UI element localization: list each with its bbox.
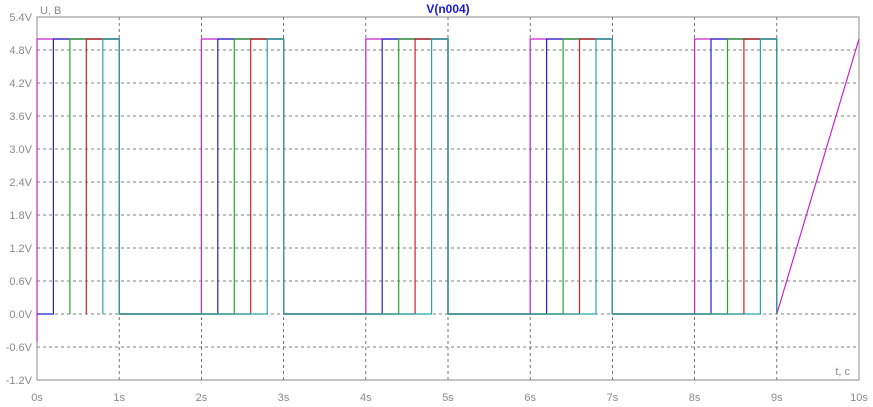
- y-tick-label: 0.6V: [9, 276, 32, 288]
- x-tick-labels: 0s 1s 2s 3s 4s 5s 6s 7s 8s 9s 10s: [31, 392, 868, 404]
- x-axis-title: t, c: [835, 366, 850, 378]
- series-line-5: [102, 38, 778, 315]
- y-tick-label: 3.0V: [9, 144, 32, 156]
- x-tick-label: 9s: [771, 392, 783, 404]
- y-axis-title: U, B: [40, 5, 61, 17]
- y-tick-label: 0.0V: [9, 309, 32, 321]
- x-tick-label: 3s: [278, 392, 290, 404]
- series-layer: [36, 38, 860, 342]
- y-tick-labels: -1.2V -0.6V 0.0V 0.6V 1.2V 1.8V 2.4V 3.0V 3.6V 4.…: [6, 12, 33, 387]
- y-tick-label: -1.2V: [6, 375, 33, 387]
- chart-title: V(n004): [426, 2, 469, 16]
- y-tick-label: 1.8V: [9, 210, 32, 222]
- x-tick-label: 1s: [113, 392, 125, 404]
- x-tick-label: 6s: [524, 392, 536, 404]
- y-tick-label: 1.2V: [9, 243, 32, 255]
- y-tick-label: 4.2V: [9, 78, 32, 90]
- y-tick-label: -0.6V: [6, 342, 33, 354]
- x-tick-label: 7s: [607, 392, 619, 404]
- x-tick-label: 8s: [689, 392, 701, 404]
- y-tick-label: 4.8V: [9, 45, 32, 57]
- y-tick-label: 3.6V: [9, 111, 32, 123]
- x-tick-label: 2s: [196, 392, 208, 404]
- y-tick-label: 5.4V: [9, 12, 32, 24]
- y-tick-label: 2.4V: [9, 177, 32, 189]
- x-tick-label: 10s: [850, 392, 868, 404]
- x-tick-label: 5s: [442, 392, 454, 404]
- x-tick-label: 0s: [31, 392, 43, 404]
- x-tick-label: 4s: [360, 392, 372, 404]
